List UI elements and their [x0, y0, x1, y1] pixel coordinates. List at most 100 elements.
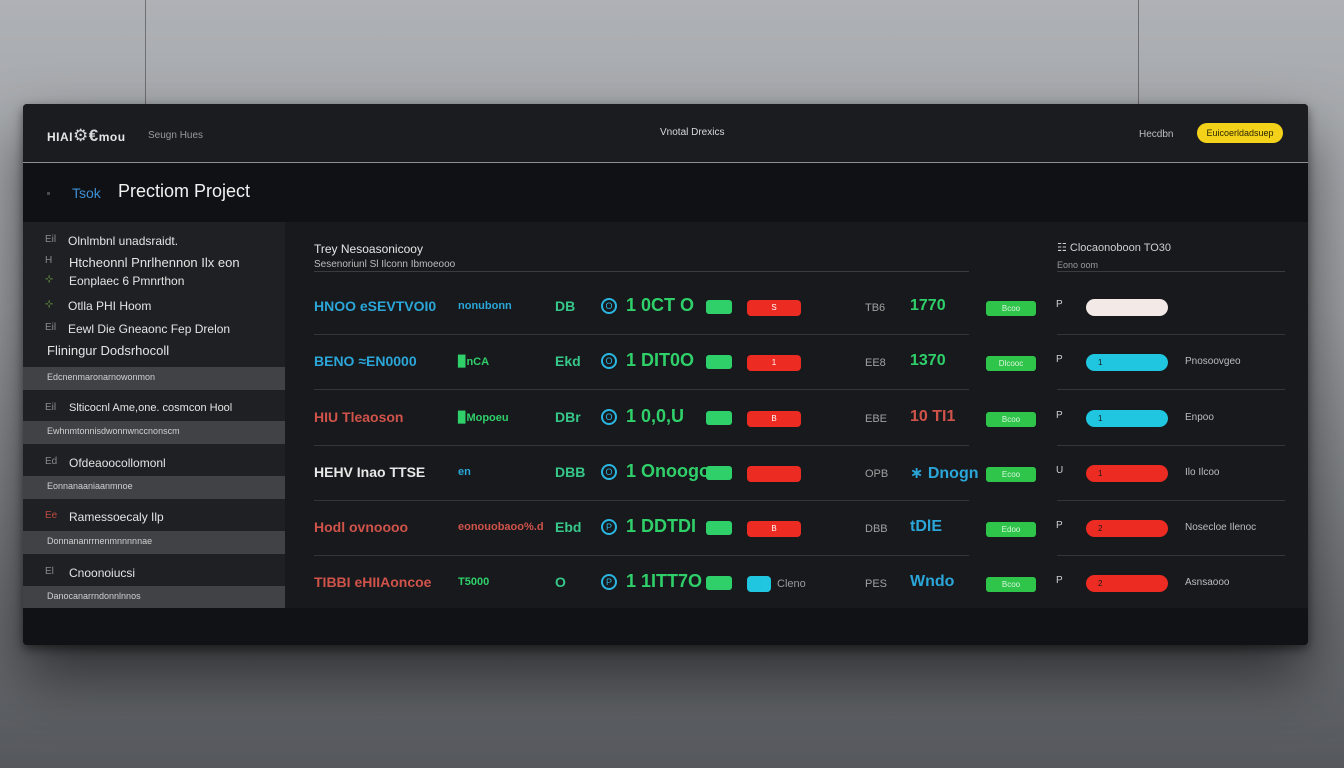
- circle-indicator-icon: O: [601, 298, 617, 314]
- status-badge[interactable]: Bcoo: [986, 412, 1036, 427]
- row-divider: [314, 445, 969, 446]
- mini-icon: U: [1056, 465, 1064, 476]
- table-subtitle: Sesenoriunl Sl Ilconn Ibmoeooo: [314, 259, 456, 270]
- circle-indicator-icon: O: [601, 409, 617, 425]
- right-header-divider: [1057, 271, 1285, 272]
- progress-pill[interactable]: 2: [1086, 575, 1168, 592]
- row-label: Cleno: [777, 578, 806, 590]
- app-logo[interactable]: HIAI⚙€mou: [47, 126, 126, 146]
- asset-ticker: ▉Mopoeu: [458, 412, 509, 424]
- sidebar-item-label: Ramessoecaly Ilp: [69, 510, 164, 524]
- up-indicator: [706, 300, 732, 314]
- volume-value: 1370: [910, 352, 946, 369]
- row-divider: [1057, 389, 1285, 390]
- row-divider: [1057, 555, 1285, 556]
- volume-value: ∗ Dnogn: [910, 465, 979, 482]
- circle-indicator-icon: P: [601, 519, 617, 535]
- sidebar-item-label: Fliningur Dodsrhocoll: [47, 343, 170, 358]
- right-panel-subtitle: Eono oom: [1057, 260, 1099, 270]
- market-code: EBE: [865, 413, 888, 425]
- cta-button[interactable]: Euicoerldadsuep: [1197, 123, 1283, 143]
- asset-name: HIU Tleaoson: [314, 409, 403, 425]
- sidebar-band-label: Ewhnmtonnisdwonnwnccnonscm: [47, 426, 180, 436]
- asset-code: Ekd: [555, 353, 581, 369]
- dashboard-window: HIAI⚙€mou Seugn Hues Vnotal Drexics Hecd…: [23, 104, 1308, 645]
- change-badge[interactable]: Cleno: [747, 576, 771, 592]
- sidebar-item-label: Eewl Die Gneaonc Fep Drelon: [68, 322, 231, 336]
- nav-right-link[interactable]: Hecdbn: [1139, 129, 1174, 140]
- nav-center-link[interactable]: Vnotal Drexics: [660, 127, 725, 138]
- asset-name-main: ≈EN0000: [358, 353, 417, 369]
- breadcrumb[interactable]: Tsok: [72, 185, 101, 201]
- sidebar-band-label: Edcnenmaronarnowonmon: [47, 372, 156, 382]
- market-code: DBB: [865, 523, 888, 535]
- sidebar-bullet-icon: Ed: [45, 456, 58, 467]
- sidebar-item-label: Olnlmbnl unadsraidt.: [68, 234, 179, 248]
- row-divider: [314, 500, 969, 501]
- asset-code: DBr: [555, 409, 581, 425]
- table-title: Trey Nesoasonicooy: [314, 242, 423, 256]
- progress-pill[interactable]: 1: [1086, 465, 1168, 482]
- table-row[interactable]: HIU Tleaoson ▉Mopoeu DBr O 1 0,0,U B EBE 10 TI1…: [285, 391, 1308, 446]
- sidebar-band[interactable]: Donnananrrnenmnnnnnae: [23, 531, 285, 554]
- sidebar-band[interactable]: Edcnenmaronarnowonmon: [23, 367, 285, 390]
- circle-indicator-icon: O: [601, 353, 617, 369]
- right-panel-title: ☷ Clocaonoboon TO30: [1057, 242, 1172, 254]
- status-badge[interactable]: Bcoo: [986, 577, 1036, 592]
- status-badge[interactable]: Dlcooc: [986, 356, 1036, 371]
- asset-name: HNOO eSEVTVOI0: [314, 298, 436, 314]
- up-indicator: [706, 521, 732, 535]
- table-row[interactable]: HNOO eSEVTVOI0 nonubonn DB O 1 0CT O S TB6 1770…: [285, 280, 1308, 335]
- sidebar-band[interactable]: Eonnanaaniaanmnoe: [23, 476, 285, 499]
- table-row[interactable]: TIBBI eHIIAoncoe T5000 O P 1 1ITT7O Cleno PES W…: [285, 556, 1308, 611]
- asset-name-prefix: HNOO: [314, 298, 356, 314]
- header-divider: [314, 271, 969, 272]
- progress-pill[interactable]: [1086, 299, 1168, 316]
- asset-price: 1 DIT0O: [626, 350, 695, 370]
- asset-code: O: [555, 574, 566, 590]
- table-row[interactable]: Hodl ovnoooo eonouobaoo%.d Ebd P 1 DDTDI B DBB…: [285, 501, 1308, 556]
- table-row[interactable]: HEHV Inao TTSE en DBB O 1 Onoogor OPB ∗ Dnogn E…: [285, 446, 1308, 501]
- asset-ticker: eonouobaoo%.d: [458, 521, 544, 533]
- row-divider: [314, 389, 969, 390]
- sidebar-bullet-icon: ⊹: [45, 274, 54, 285]
- asset-name-main: eSEVTVOI0: [359, 298, 437, 314]
- sidebar-item-label: Otlla PHI Hoom: [68, 299, 152, 313]
- sidebar-bullet-icon: Ee: [45, 510, 58, 521]
- sidebar-band[interactable]: Danocanarrndonnlnnos: [23, 586, 285, 608]
- volume-value: 1770: [910, 297, 946, 314]
- wall-line-right: [1138, 0, 1139, 104]
- asset-name-prefix: TIBBI: [314, 574, 351, 590]
- page-title: Prectiom Project: [118, 181, 251, 201]
- status-badge[interactable]: Ecoo: [986, 467, 1036, 482]
- sidebar-bullet-icon: H: [45, 255, 53, 266]
- asset-price: 1 0CT O: [626, 295, 695, 315]
- progress-pill[interactable]: 1: [1086, 410, 1168, 427]
- change-badge[interactable]: S: [747, 300, 801, 316]
- progress-pill[interactable]: 2: [1086, 520, 1168, 537]
- change-badge[interactable]: 1: [747, 355, 801, 371]
- progress-pill[interactable]: 1: [1086, 354, 1168, 371]
- sidebar-band[interactable]: Ewhnmtonnisdwonnwnccnonscm: [23, 421, 285, 444]
- status-badge[interactable]: Bcoo: [986, 301, 1036, 316]
- table-row[interactable]: BENO ≈EN0000 ▉nCA Ekd O 1 DIT0O 1 EE8 1370 Dlcoo…: [285, 335, 1308, 390]
- asset-code: DB: [555, 298, 576, 314]
- asset-name-main: eHIIAoncoe: [354, 574, 432, 590]
- asset-ticker: T5000: [458, 576, 490, 588]
- sidebar-bullet-icon: Eil: [45, 402, 57, 413]
- up-indicator: [706, 576, 732, 590]
- asset-name-main: ovnoooo: [349, 519, 409, 535]
- status-badge[interactable]: Edoo: [986, 522, 1036, 537]
- footer-strip: [23, 608, 1308, 645]
- change-badge[interactable]: B: [747, 521, 801, 537]
- change-badge[interactable]: B: [747, 411, 801, 427]
- row-divider: [314, 555, 969, 556]
- main-panel: Trey Nesoasonicooy Sesenoriunl Sl Ilconn…: [285, 222, 1308, 608]
- change-badge[interactable]: [747, 466, 801, 482]
- sidebar-bullet-icon: El: [45, 566, 54, 577]
- mini-icon: P: [1056, 299, 1063, 310]
- row-divider: [314, 334, 969, 335]
- circle-indicator-icon: P: [601, 574, 617, 590]
- sidebar-bullet-icon: ⊹: [45, 299, 54, 310]
- row-note: Asnsaooo: [1185, 577, 1230, 588]
